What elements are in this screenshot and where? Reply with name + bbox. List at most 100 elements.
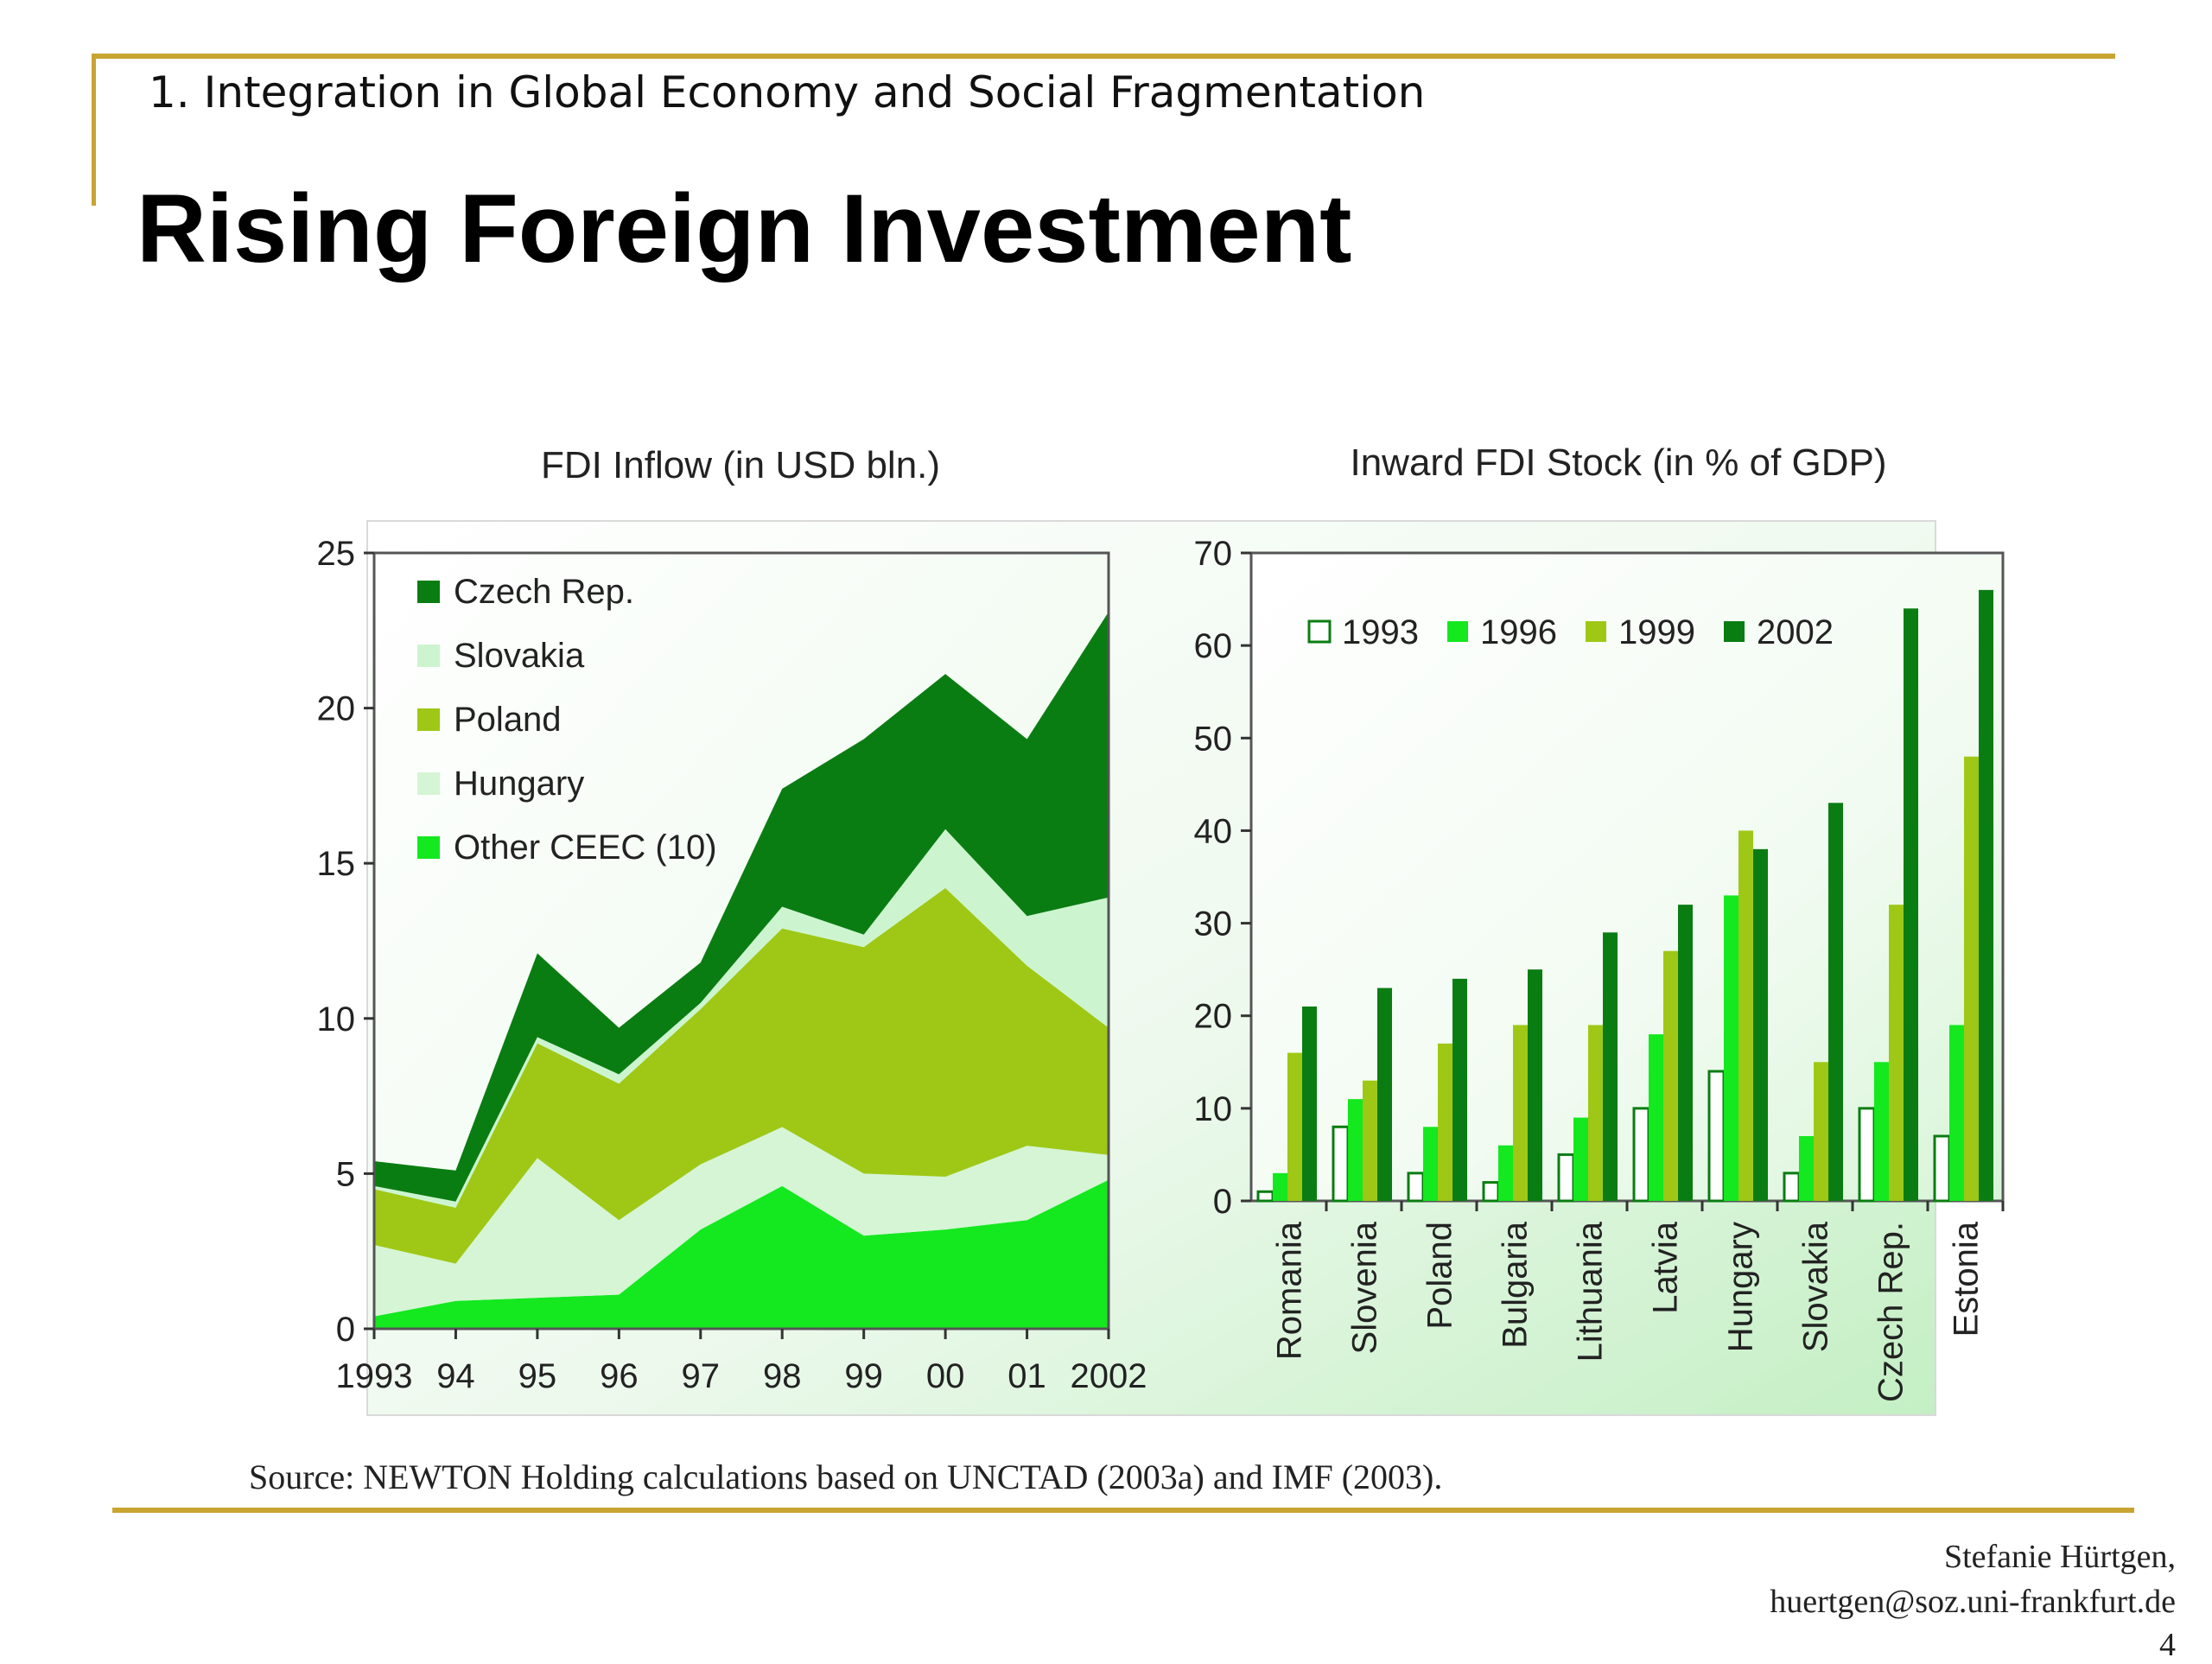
left-accent-bar xyxy=(92,54,96,206)
bar-estonia-1993 xyxy=(1933,1134,1951,1203)
bar-romania-1996 xyxy=(1273,1172,1287,1201)
area-legend-swatch xyxy=(417,772,440,795)
area-x-tick-label: 00 xyxy=(926,1357,965,1395)
bar-lithuania-1999 xyxy=(1588,1025,1603,1201)
bar-poland-1999 xyxy=(1438,1043,1452,1201)
area-x-tick-label: 95 xyxy=(518,1357,557,1395)
area-y-tick-label: 5 xyxy=(336,1155,355,1193)
area-legend-label: Other CEEC (10) xyxy=(454,829,717,867)
area-legend-swatch xyxy=(417,581,440,603)
bar-lithuania-1993 xyxy=(1557,1153,1575,1203)
bar-bulgaria-1999 xyxy=(1513,1025,1528,1201)
page-number: 4 xyxy=(2159,1627,2176,1663)
bar-hungary-2002 xyxy=(1753,848,1768,1201)
bar-slovenia-2002 xyxy=(1377,988,1392,1201)
bar-legend-label: 1993 xyxy=(1342,613,1419,651)
area-series-poland xyxy=(374,887,1109,1264)
area-series-czech-rep xyxy=(374,612,1109,1202)
bar-poland-1993 xyxy=(1407,1172,1425,1203)
bar-czech-rep-2002 xyxy=(1904,608,1918,1201)
area-legend-label: Hungary xyxy=(454,765,584,803)
bar-y-tick-label: 30 xyxy=(1194,905,1233,943)
bar-lithuania-2002 xyxy=(1603,932,1618,1201)
area-x-tick-label: 01 xyxy=(1007,1357,1046,1395)
area-x-tick-label: 94 xyxy=(436,1357,475,1395)
bar-estonia-1999 xyxy=(1964,756,1979,1201)
bar-chart: Romania Slovenia Poland Bulgaria Lithuania La… xyxy=(1194,535,2005,1402)
bar-legend-swatch xyxy=(1724,621,1745,642)
bar-slovenia-1999 xyxy=(1363,1080,1377,1201)
bar-poland-2002 xyxy=(1452,978,1467,1201)
bar-legend-label: 1996 xyxy=(1480,613,1557,651)
area-x-tick-label: 97 xyxy=(682,1357,721,1395)
area-legend: Czech Rep. Slovakia Poland Hungary Other CEE… xyxy=(417,573,717,867)
area-x-tick-label: 1993 xyxy=(336,1357,413,1395)
area-legend-swatch xyxy=(417,708,440,731)
area-legend-swatch xyxy=(417,836,440,859)
bar-category-label: Slovakia xyxy=(1797,1221,1835,1352)
bar-legend-label: 1999 xyxy=(1618,613,1695,651)
area-x-tick-label: 99 xyxy=(844,1357,883,1395)
bar-category-label: Estonia xyxy=(1948,1221,1986,1337)
bar-slovakia-1993 xyxy=(1783,1172,1801,1203)
bar-romania-2002 xyxy=(1302,1007,1317,1201)
bar-chart-title: Inward FDI Stock (in % of GDP) xyxy=(1350,441,1886,484)
bar-bulgaria-2002 xyxy=(1528,969,1542,1201)
area-series-hungary xyxy=(374,1127,1109,1317)
bar-slovakia-1999 xyxy=(1814,1062,1828,1201)
bar-legend: 1993 1996 1999 2002 xyxy=(1307,613,1834,651)
footer-author: Stefanie Hürtgen, xyxy=(1943,1539,2176,1575)
area-plot-frame xyxy=(372,551,1110,1331)
bar-czech-rep-1999 xyxy=(1889,905,1904,1201)
area-x-tick-label: 98 xyxy=(763,1357,802,1395)
bar-slovenia-1993 xyxy=(1332,1125,1350,1203)
bottom-divider xyxy=(112,1508,2134,1513)
bar-category-label: Hungary xyxy=(1722,1222,1760,1352)
area-x-tick-label: 96 xyxy=(600,1357,639,1395)
source-note: Source: NEWTON Holding calculations base… xyxy=(249,1458,1443,1496)
bar-y-tick-label: 50 xyxy=(1194,720,1233,758)
bar-y-tick-label: 0 xyxy=(1213,1183,1232,1221)
bar-hungary-1993 xyxy=(1707,1070,1726,1203)
bar-legend-swatch xyxy=(1307,619,1332,644)
bar-hungary-1999 xyxy=(1738,830,1753,1201)
bar-czech-rep-1993 xyxy=(1858,1107,1876,1203)
bar-romania-1999 xyxy=(1287,1052,1302,1201)
bar-legend-swatch xyxy=(1586,621,1606,642)
bar-latvia-1993 xyxy=(1632,1107,1650,1203)
bar-category-label: Poland xyxy=(1421,1222,1459,1330)
bar-slovenia-1996 xyxy=(1348,1099,1363,1201)
bar-category-label: Lithuania xyxy=(1572,1221,1610,1362)
section-header: 1. Integration in Global Economy and Soc… xyxy=(149,67,1426,117)
bar-y-tick-label: 60 xyxy=(1194,627,1233,665)
bar-legend-label: 2002 xyxy=(1757,613,1834,651)
bar-estonia-1996 xyxy=(1949,1025,1964,1201)
area-chart: 0 5 10 15 20 25 1993 94 95 96 97 98 99 00 01 2002 Czech … xyxy=(317,535,1147,1395)
bar-y-tick-label: 10 xyxy=(1194,1090,1233,1128)
bar-hungary-1996 xyxy=(1724,895,1738,1201)
bar-y-tick-label: 20 xyxy=(1194,998,1233,1036)
bar-latvia-1996 xyxy=(1649,1034,1663,1201)
bar-category-label: Czech Rep. xyxy=(1872,1222,1910,1402)
bar-y-tick-label: 40 xyxy=(1194,812,1233,850)
bar-category-label: Slovenia xyxy=(1346,1221,1384,1354)
bar-poland-1996 xyxy=(1423,1127,1438,1201)
area-y-tick-label: 15 xyxy=(317,845,356,883)
area-x-tick-label: 2002 xyxy=(1071,1357,1147,1395)
bar-slovakia-1996 xyxy=(1799,1136,1814,1201)
bar-category-label: Romania xyxy=(1271,1221,1309,1360)
bar-estonia-2002 xyxy=(1979,589,1993,1201)
slide-title: Rising Foreign Investment xyxy=(137,175,1352,283)
bar-bulgaria-1996 xyxy=(1498,1145,1513,1201)
bar-lithuania-1996 xyxy=(1573,1117,1588,1201)
area-legend-label: Poland xyxy=(454,701,562,739)
area-legend-swatch xyxy=(417,645,440,667)
area-legend-label: Slovakia xyxy=(454,637,585,675)
area-chart-title: FDI Inflow (in USD bln.) xyxy=(541,444,940,486)
bar-y-tick-label: 70 xyxy=(1194,535,1233,573)
area-y-tick-label: 20 xyxy=(317,690,356,728)
footer-email: huertgen@soz.uni-frankfurt.de xyxy=(1770,1584,2176,1620)
bar-latvia-1999 xyxy=(1663,950,1678,1201)
area-y-tick-label: 0 xyxy=(336,1311,355,1349)
